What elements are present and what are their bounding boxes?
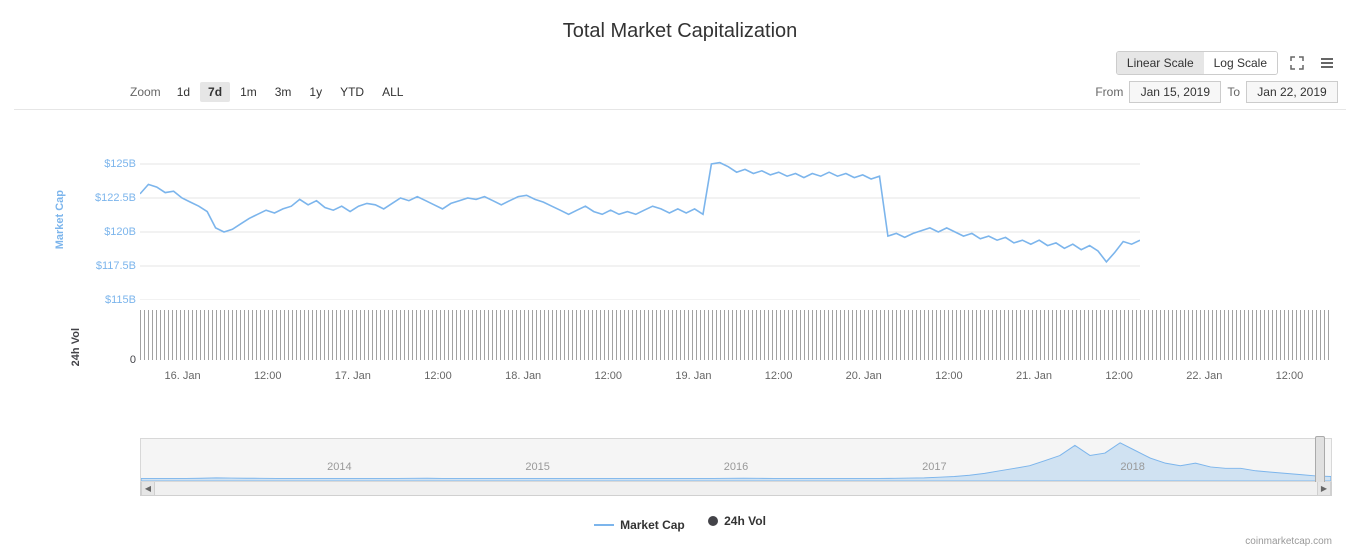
x-tick: 12:00 xyxy=(254,370,282,382)
to-date-input[interactable] xyxy=(1246,81,1338,103)
y-tick-mc: $125B xyxy=(86,158,136,170)
x-tick: 12:00 xyxy=(595,370,623,382)
nav-scroll-left-icon[interactable]: ◀ xyxy=(141,482,155,495)
zoom-label: Zoom xyxy=(130,85,161,99)
navigator-handle[interactable] xyxy=(1315,436,1325,486)
x-tick: 19. Jan xyxy=(675,370,711,382)
volume-bars xyxy=(140,310,1332,360)
navigator-chart xyxy=(141,439,1331,481)
nav-year-label: 2018 xyxy=(1120,461,1144,473)
legend-volume-label: 24h Vol xyxy=(724,514,766,528)
x-tick: 12:00 xyxy=(424,370,452,382)
x-tick: 16. Jan xyxy=(165,370,201,382)
legend: Market Cap 24h Vol xyxy=(14,514,1346,532)
fullscreen-icon[interactable] xyxy=(1286,52,1308,74)
x-tick: 12:00 xyxy=(765,370,793,382)
x-tick: 22. Jan xyxy=(1186,370,1222,382)
log-scale-button[interactable]: Log Scale xyxy=(1204,52,1277,74)
legend-dot-icon xyxy=(708,516,718,526)
navigator-scrollbar[interactable]: ◀ ▶ xyxy=(140,482,1332,496)
page-title: Total Market Capitalization xyxy=(14,20,1346,43)
x-tick: 12:00 xyxy=(935,370,963,382)
y-tick-mc: $122.5B xyxy=(86,192,136,204)
zoom-1d[interactable]: 1d xyxy=(169,82,198,102)
nav-year-label: 2017 xyxy=(922,461,946,473)
x-axis-ticks: 16. Jan 12:00 17. Jan 12:00 18. Jan 12:00 19. … xyxy=(140,370,1332,386)
scale-toggle: Linear Scale Log Scale xyxy=(1116,51,1278,75)
zoom-ytd[interactable]: YTD xyxy=(332,82,372,102)
legend-volume[interactable]: 24h Vol xyxy=(708,514,766,528)
nav-year-label: 2014 xyxy=(327,461,351,473)
chart-area: Market Cap 24h Vol $125B $122.5B $120B $117… xyxy=(14,130,1346,420)
legend-line-icon xyxy=(594,524,614,526)
y-tick-mc: $117.5B xyxy=(86,260,136,272)
y-tick-vol-0: 0 xyxy=(92,354,136,366)
zoom-3m[interactable]: 3m xyxy=(267,82,300,102)
legend-market-cap[interactable]: Market Cap xyxy=(594,518,685,532)
from-label: From xyxy=(1095,85,1123,99)
zoom-all[interactable]: ALL xyxy=(374,82,411,102)
menu-icon[interactable] xyxy=(1316,52,1338,74)
nav-year-label: 2015 xyxy=(525,461,549,473)
controls-row: Zoom 1d 7d 1m 3m 1y YTD ALL From To xyxy=(14,81,1346,110)
x-tick: 12:00 xyxy=(1276,370,1304,382)
y-axis-volume-label: 24h Vol xyxy=(70,328,82,366)
navigator[interactable]: 2014 2015 2016 2017 2018 xyxy=(140,438,1332,482)
zoom-group: Zoom 1d 7d 1m 3m 1y YTD ALL xyxy=(130,82,411,102)
to-label: To xyxy=(1227,85,1240,99)
y-tick-mc: $115B xyxy=(86,294,136,306)
zoom-1m[interactable]: 1m xyxy=(232,82,265,102)
x-tick: 20. Jan xyxy=(846,370,882,382)
zoom-1y[interactable]: 1y xyxy=(301,82,330,102)
nav-year-label: 2016 xyxy=(724,461,748,473)
y-axis-market-cap-label: Market Cap xyxy=(54,190,66,249)
x-tick: 12:00 xyxy=(1105,370,1133,382)
nav-scroll-right-icon[interactable]: ▶ xyxy=(1317,482,1331,495)
toolbar-top: Linear Scale Log Scale xyxy=(14,51,1346,75)
zoom-7d[interactable]: 7d xyxy=(200,82,230,102)
x-tick: 18. Jan xyxy=(505,370,541,382)
date-range: From To xyxy=(1095,81,1338,103)
x-tick: 21. Jan xyxy=(1016,370,1052,382)
x-tick: 17. Jan xyxy=(335,370,371,382)
linear-scale-button[interactable]: Linear Scale xyxy=(1117,52,1204,74)
market-cap-line-chart xyxy=(140,130,1140,300)
y-tick-mc: $120B xyxy=(86,226,136,238)
legend-market-cap-label: Market Cap xyxy=(620,518,685,532)
from-date-input[interactable] xyxy=(1129,81,1221,103)
